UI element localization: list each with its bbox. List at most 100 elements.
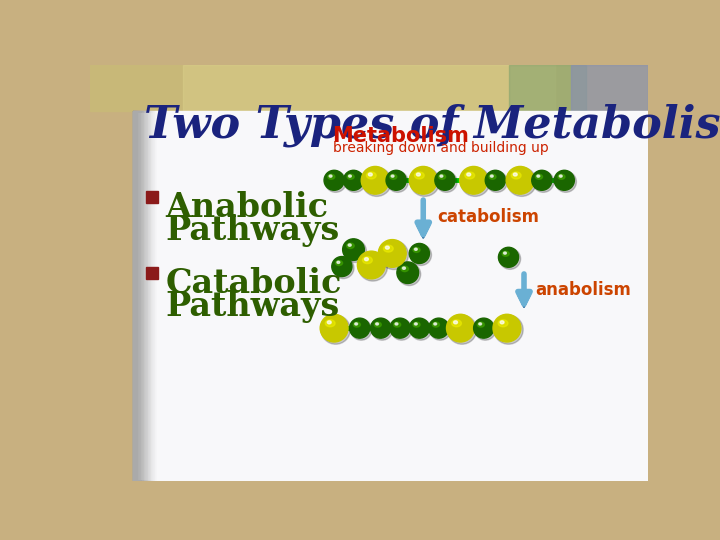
Ellipse shape [430,319,451,340]
Ellipse shape [555,171,577,192]
Ellipse shape [395,323,398,325]
Ellipse shape [369,173,372,176]
Ellipse shape [486,171,508,192]
Ellipse shape [415,323,418,325]
Circle shape [343,170,364,190]
Ellipse shape [451,320,462,327]
Ellipse shape [333,258,354,279]
Ellipse shape [507,167,536,197]
Circle shape [474,318,494,338]
Circle shape [357,251,385,279]
Ellipse shape [363,256,372,264]
Ellipse shape [438,174,446,179]
Ellipse shape [329,175,332,177]
Bar [132,111,141,481]
Ellipse shape [391,175,394,177]
Bar [132,111,134,481]
Bar [145,191,158,204]
Ellipse shape [359,252,387,281]
Ellipse shape [433,322,439,327]
Bar [132,111,147,481]
Ellipse shape [467,173,471,176]
Text: Pathways: Pathways [165,214,339,247]
Circle shape [506,166,534,194]
Circle shape [409,244,429,264]
Text: anabolism: anabolism [536,281,631,299]
Bar [132,111,150,481]
Circle shape [435,170,455,190]
Ellipse shape [355,323,358,325]
Ellipse shape [494,315,523,344]
Ellipse shape [498,320,508,327]
Circle shape [361,166,389,194]
Text: breaking down and building up: breaking down and building up [333,141,549,155]
Bar [132,111,155,481]
Ellipse shape [415,172,424,179]
Ellipse shape [398,263,420,286]
Ellipse shape [394,322,401,327]
Ellipse shape [490,175,493,177]
Ellipse shape [410,245,431,266]
Ellipse shape [461,167,490,197]
Bar [132,111,140,481]
Circle shape [485,170,505,190]
Ellipse shape [385,246,390,249]
Ellipse shape [362,167,392,197]
Ellipse shape [379,240,408,269]
Bar [132,111,144,481]
Ellipse shape [559,175,562,177]
Bar [132,111,142,481]
Ellipse shape [477,322,485,327]
Text: Pathways: Pathways [165,289,339,322]
Ellipse shape [348,175,351,177]
Circle shape [446,314,474,342]
Ellipse shape [348,244,351,246]
Bar [132,111,156,481]
Ellipse shape [410,319,431,340]
Text: catabolism: catabolism [437,208,539,226]
Ellipse shape [502,251,509,256]
Ellipse shape [376,323,379,325]
Bar [132,111,152,481]
Ellipse shape [401,266,408,272]
Bar [132,111,153,481]
Ellipse shape [536,174,543,179]
Ellipse shape [390,174,397,179]
Circle shape [459,166,487,194]
Ellipse shape [387,171,408,192]
Ellipse shape [558,174,565,179]
Bar [132,111,148,481]
Ellipse shape [474,319,496,340]
Text: Two Types of Metabolism: Two Types of Metabolism [144,103,720,146]
Ellipse shape [533,171,554,192]
Ellipse shape [347,174,354,179]
Circle shape [493,314,521,342]
Bar [183,65,555,111]
Ellipse shape [336,260,343,266]
Ellipse shape [328,321,331,324]
Bar [508,65,586,111]
Circle shape [532,170,552,190]
Ellipse shape [537,175,540,177]
Text: Catabolic: Catabolic [165,267,342,300]
Bar [132,111,151,481]
Ellipse shape [454,321,457,324]
Ellipse shape [384,245,393,252]
Ellipse shape [416,173,420,176]
Ellipse shape [415,248,418,251]
Bar [132,111,145,481]
Bar [132,111,135,481]
Bar [132,111,154,481]
Ellipse shape [366,172,376,179]
Circle shape [386,170,406,190]
Bar [132,111,133,481]
Bar [132,111,139,481]
Bar [132,111,143,481]
Circle shape [428,318,449,338]
Ellipse shape [321,315,351,344]
Ellipse shape [343,240,366,262]
Circle shape [350,318,370,338]
Ellipse shape [402,267,405,269]
Ellipse shape [434,323,436,325]
Ellipse shape [410,167,439,197]
